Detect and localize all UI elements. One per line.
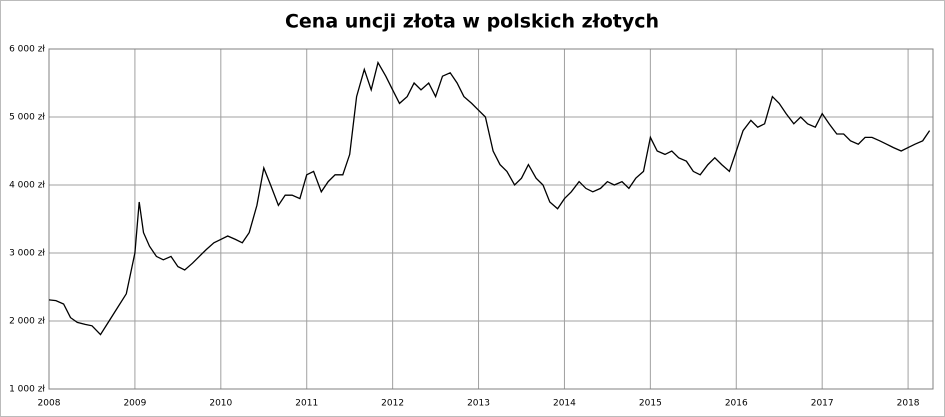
x-tick-label: 2017 xyxy=(811,399,834,409)
x-tick-label: 2016 xyxy=(725,399,748,409)
x-tick-label: 2012 xyxy=(381,399,404,409)
price-line xyxy=(48,60,931,336)
x-tick-label: 2009 xyxy=(123,399,146,409)
y-tick-label: 5 000 zł xyxy=(9,113,45,123)
x-tick-label: 2010 xyxy=(209,399,232,409)
y-tick-label: 1 000 zł xyxy=(9,385,45,395)
chart-title: Cena uncji złota w polskich złotych xyxy=(285,11,659,33)
x-tick-label: 2013 xyxy=(467,399,490,409)
x-tick-label: 2011 xyxy=(295,399,318,409)
plot-border xyxy=(48,48,934,390)
x-tick-label: 2018 xyxy=(897,399,920,409)
y-tick-label: 4 000 zł xyxy=(9,181,45,191)
y-tick-label: 3 000 zł xyxy=(9,249,45,259)
y-tick-label: 6 000 zł xyxy=(9,45,45,55)
x-tick-label: 2008 xyxy=(38,399,61,409)
x-tick-label: 2015 xyxy=(639,399,662,409)
x-tick-label: 2014 xyxy=(553,399,576,409)
y-tick-label: 2 000 zł xyxy=(9,317,45,327)
